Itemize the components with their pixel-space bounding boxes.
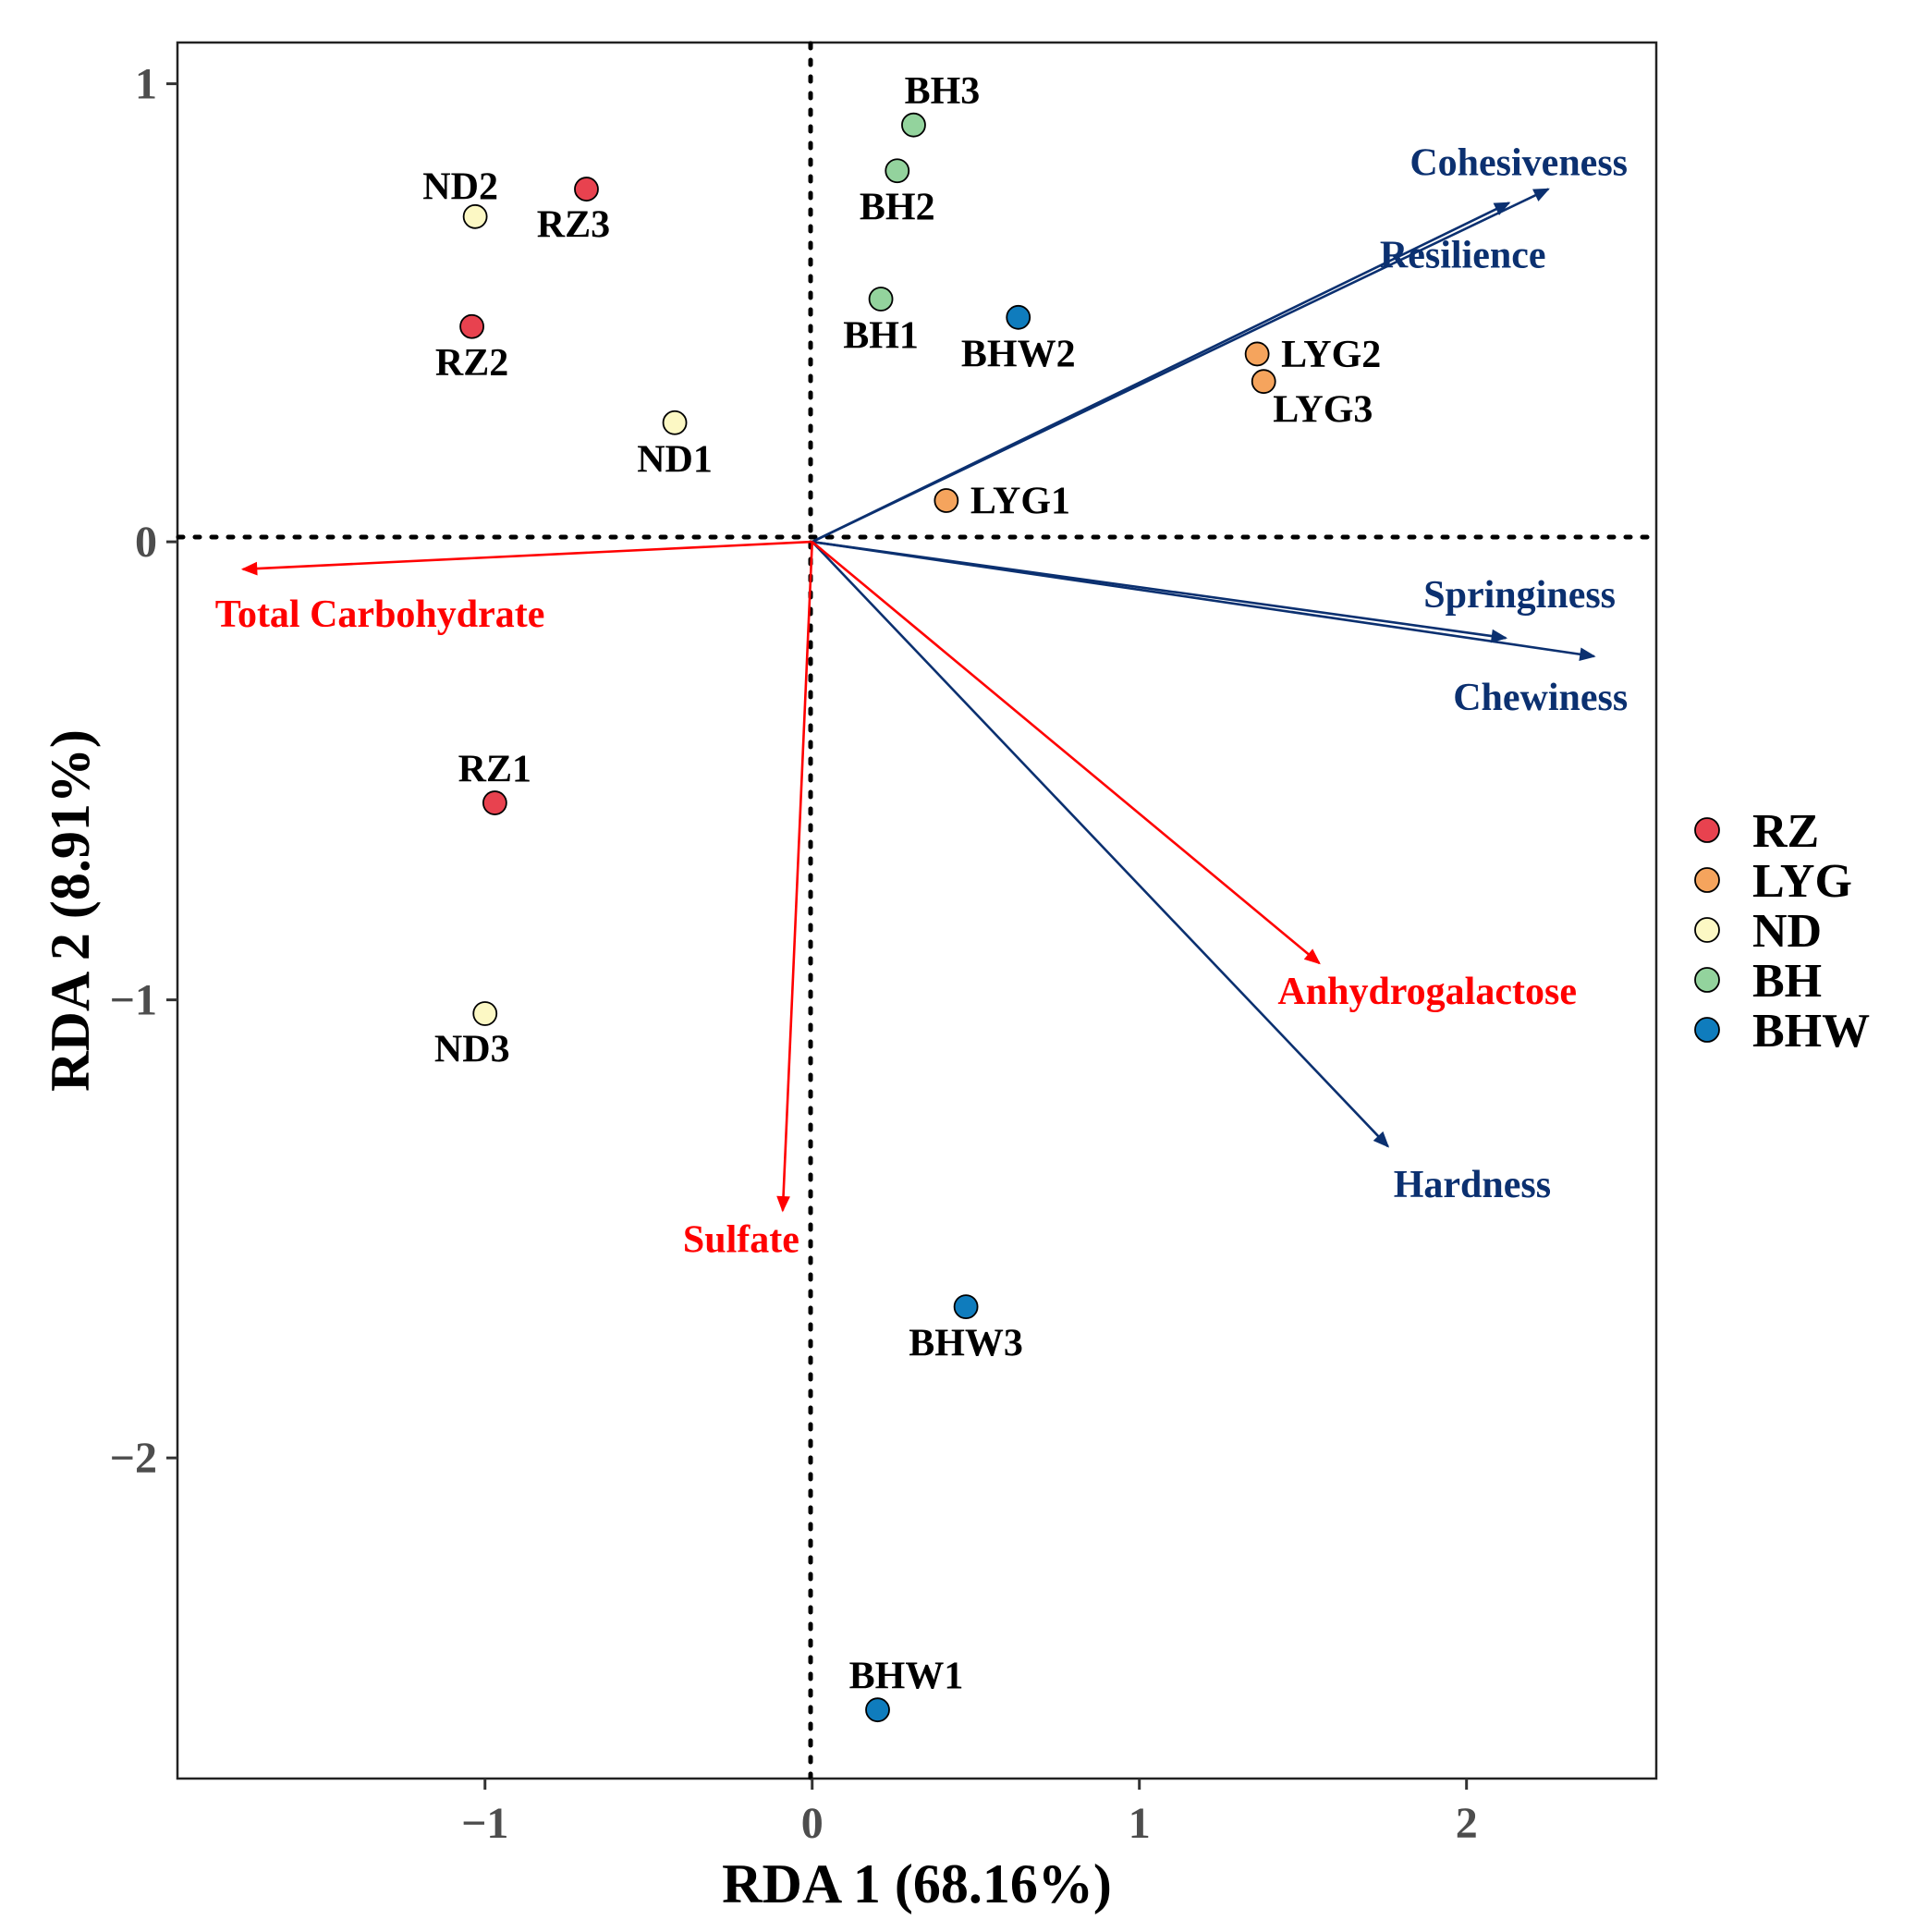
sample-point xyxy=(574,177,599,202)
response-arrowhead xyxy=(1493,202,1511,215)
response-arrow-label: Chewiness xyxy=(1453,677,1628,719)
explanatory-arrow-label: Total Carbohydrate xyxy=(215,593,545,636)
sample-label: RZ3 xyxy=(537,204,610,247)
sample-point xyxy=(865,1697,890,1723)
response-arrow-label: Cohesiveness xyxy=(1410,142,1628,185)
legend-label: RZ xyxy=(1752,805,1819,858)
response-arrow-label: Resilience xyxy=(1380,234,1546,276)
y-tick-label: 1 xyxy=(135,60,157,109)
sample-label: LYG3 xyxy=(1273,389,1373,432)
sample-label: BH1 xyxy=(843,314,919,357)
sample-point xyxy=(885,158,910,184)
legend-key xyxy=(1694,867,1720,893)
sample-point xyxy=(1251,369,1276,395)
sample-label: LYG2 xyxy=(1281,334,1381,376)
x-tick-label: 2 xyxy=(1456,1799,1478,1848)
explanatory-arrowhead xyxy=(1303,948,1321,965)
sample-point xyxy=(953,1294,979,1320)
response-arrow-line xyxy=(812,202,1510,544)
y-tick-label: 0 xyxy=(135,518,157,567)
biplot-arrows xyxy=(240,188,1596,1213)
sample-label: ND3 xyxy=(434,1028,510,1070)
sample-point xyxy=(868,287,894,312)
sample-point xyxy=(1244,341,1270,367)
sample-label: ND1 xyxy=(637,438,713,481)
sample-label: RZ1 xyxy=(458,749,531,791)
y-axis-title: RDA 2 (8.91%) xyxy=(40,729,101,1092)
legend-label: BHW xyxy=(1752,1005,1870,1058)
sample-label: BHW3 xyxy=(909,1323,1023,1365)
y-tick-label: −2 xyxy=(110,1434,157,1483)
explanatory-arrowhead xyxy=(776,1195,790,1213)
sample-point xyxy=(462,203,488,229)
x-tick-label: −1 xyxy=(461,1799,508,1848)
explanatory-arrow-line xyxy=(781,542,814,1211)
sample-points: RZ1 RZ2 RZ3 LYG1 LYG2 LYG3 ND1 ND2 ND3 BH1 BH2 BH3 B… xyxy=(422,70,1381,1723)
y-tick-label: −1 xyxy=(110,976,157,1025)
explanatory-arrow-label: Sulfate xyxy=(683,1219,799,1262)
arrow-labels: Total Carbohydrate Sulfate Anhydrogalactos… xyxy=(215,142,1628,1262)
x-tick-label: 1 xyxy=(1129,1799,1151,1848)
explanatory-arrow-label: Anhydrogalactose xyxy=(1277,971,1577,1013)
plot-panel xyxy=(176,41,1658,1780)
explanatory-arrow-line xyxy=(811,541,1321,964)
sample-point xyxy=(934,488,959,513)
sample-label: BHW1 xyxy=(849,1656,964,1698)
legend-key xyxy=(1694,917,1720,943)
sample-label: ND2 xyxy=(422,165,498,208)
explanatory-arrowhead xyxy=(240,561,258,576)
x-axis-title: RDA 1 (68.16%) xyxy=(722,1853,1112,1914)
sample-label: BHW2 xyxy=(961,333,1076,375)
sample-label: BH3 xyxy=(905,70,981,113)
response-arrowhead xyxy=(1579,647,1596,662)
y-axis: 1 0 −1 −2 xyxy=(110,60,177,1483)
response-arrow-label: Hardness xyxy=(1394,1164,1551,1206)
x-tick-label: 0 xyxy=(801,1799,824,1848)
legend-label: BH xyxy=(1752,955,1822,1008)
sample-point xyxy=(662,410,688,435)
sample-point xyxy=(459,313,484,339)
sample-label: LYG1 xyxy=(970,481,1070,523)
sample-label: BH2 xyxy=(860,187,935,229)
response-arrow-label: Springiness xyxy=(1423,574,1616,617)
response-arrowhead xyxy=(1490,629,1508,643)
explanatory-arrow-line xyxy=(242,540,812,571)
legend-key xyxy=(1694,817,1720,843)
legend-key xyxy=(1694,967,1720,993)
legend-label: ND xyxy=(1752,905,1822,958)
sample-point xyxy=(901,112,926,138)
sample-label: RZ2 xyxy=(435,342,508,385)
legend-key xyxy=(1694,1017,1720,1043)
response-arrowhead xyxy=(1532,188,1550,202)
response-arrowhead xyxy=(1373,1131,1390,1148)
sample-point xyxy=(472,1001,498,1026)
response-arrow-line xyxy=(811,541,1389,1148)
x-axis: −1 0 1 2 xyxy=(461,1779,1478,1848)
sample-point xyxy=(482,790,507,815)
sample-point xyxy=(1006,304,1031,330)
legend-label: LYG xyxy=(1752,855,1852,908)
response-arrow-line xyxy=(812,540,1594,658)
